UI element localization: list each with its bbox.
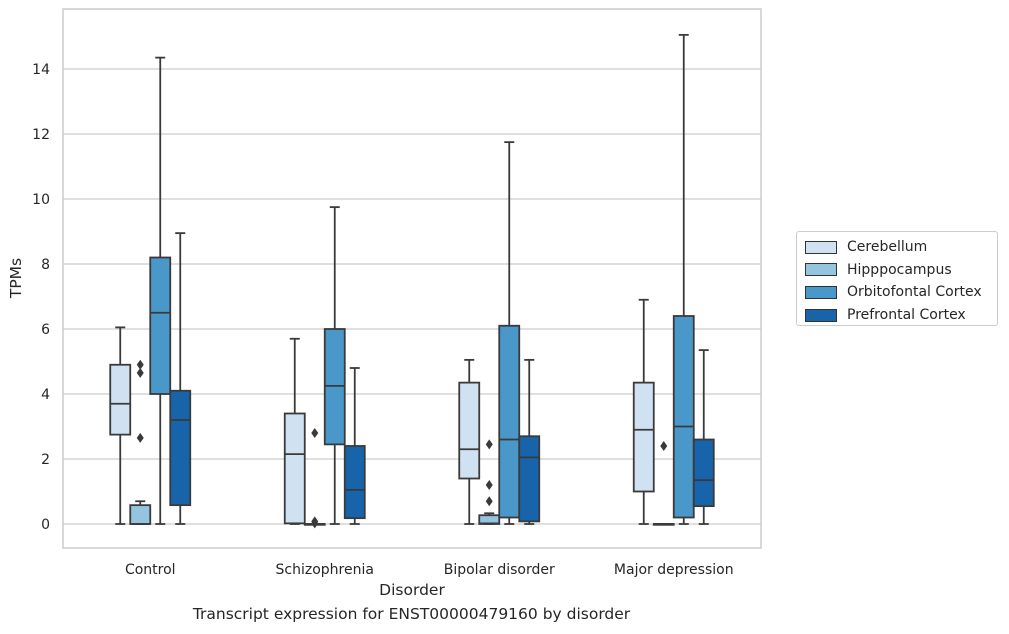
outlier-point — [311, 428, 319, 438]
x-axis-label: Disorder — [379, 581, 445, 599]
y-tick-label: 8 — [41, 257, 50, 273]
box — [343, 445, 366, 520]
outlier-point — [485, 480, 493, 490]
y-tick-label: 4 — [41, 387, 50, 403]
legend: Cerebellum Hipppocampus Orbitofontal Cor… — [796, 231, 998, 326]
box — [109, 363, 132, 436]
y-tick-label: 2 — [41, 452, 50, 468]
box-group — [672, 33, 695, 525]
x-tick-label: Bipolar disorder — [444, 562, 555, 578]
y-tick-label: 0 — [41, 517, 50, 533]
box-group — [498, 141, 521, 525]
box — [149, 256, 172, 395]
box-group — [478, 439, 501, 525]
box-group — [303, 428, 326, 529]
y-tick-label: 10 — [32, 192, 50, 208]
legend-swatch-prefrontal-cortex — [805, 308, 837, 322]
legend-swatch-orbitofrontal-cortex — [805, 285, 837, 299]
box — [129, 504, 152, 525]
box-group — [109, 326, 132, 525]
box-group — [283, 337, 306, 525]
outlier-point — [136, 432, 144, 443]
legend-swatch-hippocampus — [805, 263, 837, 277]
legend-label: Prefrontal Cortex — [847, 307, 966, 324]
box — [283, 412, 306, 525]
box — [692, 438, 715, 508]
outlier-point — [311, 516, 319, 527]
box-group — [458, 358, 481, 525]
box-group — [518, 358, 541, 525]
legend-item-hippocampus: Hipppocampus — [805, 259, 989, 282]
box — [169, 389, 192, 507]
y-tick-label: 6 — [41, 322, 50, 338]
outlier-point — [136, 359, 144, 370]
outlier-point — [485, 496, 493, 507]
box-group — [652, 441, 675, 526]
legend-swatch-cerebellum — [805, 240, 837, 254]
box-group — [169, 232, 192, 525]
boxes — [109, 33, 715, 529]
legend-item-cerebellum: Cerebellum — [805, 236, 989, 259]
x-tick-label: Schizophrenia — [276, 562, 374, 578]
y-tick-labels: 0 2 4 6 8 10 12 14 — [32, 62, 50, 533]
outlier-point — [660, 441, 668, 451]
box-group — [692, 349, 715, 525]
box-group — [343, 367, 366, 525]
box-group — [149, 56, 172, 525]
y-tick-label: 14 — [32, 62, 50, 78]
box — [632, 381, 655, 493]
box — [458, 381, 481, 480]
y-tick-label: 12 — [32, 127, 50, 143]
legend-item-prefrontal-cortex: Prefrontal Cortex — [805, 304, 989, 327]
box — [672, 315, 695, 519]
y-axis-label: TPMs — [7, 258, 25, 299]
legend-label: Cerebellum — [847, 239, 928, 256]
x-tick-labels: Control Schizophrenia Bipolar disorder Majo… — [125, 562, 734, 578]
outlier-point — [136, 367, 144, 378]
legend-label: Hipppocampus — [847, 261, 952, 278]
legend-item-orbitofrontal-cortex: Orbitofontal Cortex — [805, 281, 989, 304]
box-group — [323, 206, 346, 525]
figure-caption: Transcript expression for ENST0000047916… — [192, 605, 631, 623]
box — [518, 435, 541, 523]
x-tick-label: Control — [125, 562, 176, 578]
outlier-point — [485, 439, 493, 450]
box-group — [129, 359, 152, 525]
x-tick-label: Major depression — [614, 562, 734, 578]
box — [498, 324, 521, 519]
box-group — [632, 298, 655, 525]
legend-label: Orbitofontal Cortex — [847, 284, 982, 301]
